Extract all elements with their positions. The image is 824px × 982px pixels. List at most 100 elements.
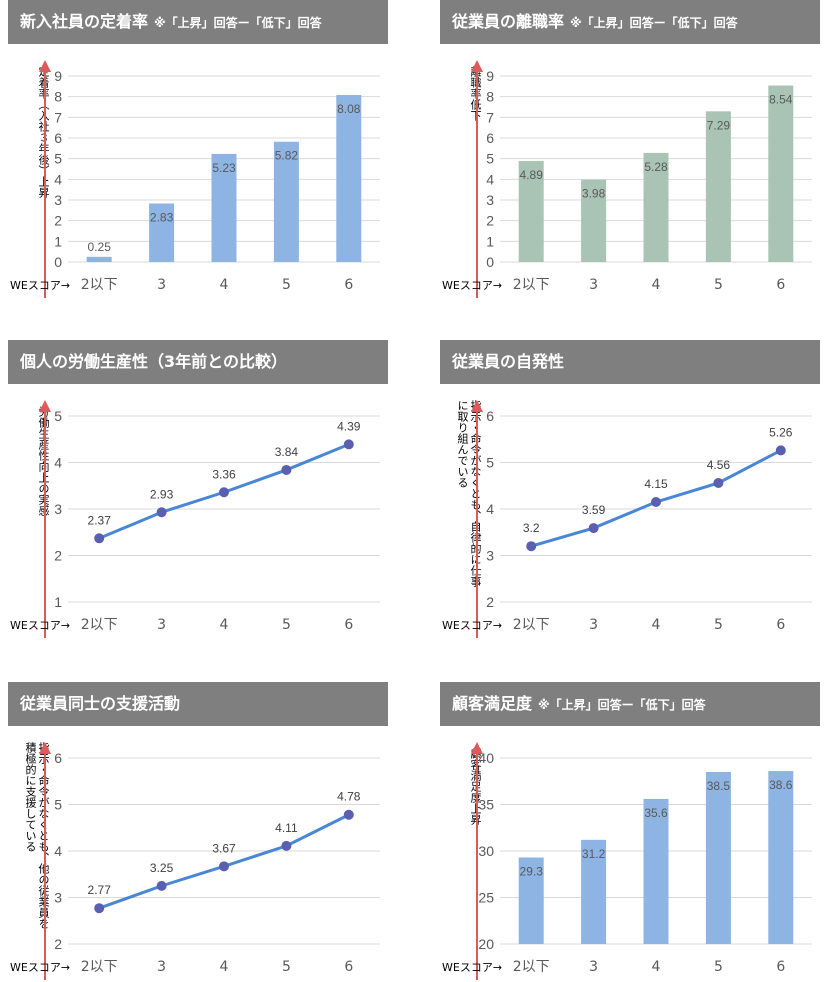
data-label: 3.2 xyxy=(523,521,540,535)
y-tick-label: 2 xyxy=(486,213,494,229)
data-label: 3.25 xyxy=(150,861,174,875)
data-label: 2.77 xyxy=(88,883,112,897)
data-label: 31.2 xyxy=(582,847,606,861)
y-tick-label: 5 xyxy=(54,151,62,167)
data-label: 35.6 xyxy=(644,806,668,820)
chart-header: 従業員の自発性 xyxy=(440,340,820,384)
data-label: 8.08 xyxy=(337,102,361,116)
chart-panel-productivity: 個人の労働生産性（3年前との比較） 労働生産性向上の実感 1 2 3 4 5 WEスコア→… xyxy=(8,340,388,640)
y-tick-label: 5 xyxy=(54,797,62,813)
y-tick-label: 4 xyxy=(54,171,62,187)
data-label: 0.25 xyxy=(88,240,112,254)
x-tick-label: 4 xyxy=(652,277,661,293)
chart-note: ※「上昇」回答ー「低下」回答 xyxy=(154,16,322,30)
bar xyxy=(643,152,669,262)
data-label: 3.84 xyxy=(275,445,299,459)
y-tick-label: 2 xyxy=(486,594,494,610)
data-point xyxy=(775,445,786,456)
x-tick-label: 3 xyxy=(589,617,598,633)
x-tick-label: 6 xyxy=(344,277,353,293)
chart-note: ※「上昇」回答ー「低下」回答 xyxy=(538,698,706,712)
axis-arrow-head xyxy=(471,400,483,412)
y-axis-label: 顧客満足度上昇 xyxy=(469,748,482,825)
x-tick-label: 6 xyxy=(776,959,785,975)
y-tick-label: 6 xyxy=(486,130,494,146)
chart-header: 個人の労働生産性（3年前との比較） xyxy=(8,340,388,384)
data-label: 3.67 xyxy=(212,841,236,855)
data-label: 2.83 xyxy=(150,211,174,225)
axis-arrow-head xyxy=(39,742,51,754)
data-point xyxy=(219,487,229,498)
y-tick-label: 3 xyxy=(54,192,62,208)
bar-chart: 20 25 30 35 40 WEスコア→ 2以下 3 4 5 6 29.3 31.2 35.6 38.5 3… xyxy=(442,742,812,980)
x-tick-label: 2以下 xyxy=(81,277,118,293)
y-tick-label: 2 xyxy=(54,213,62,229)
x-tick-label: 3 xyxy=(157,617,166,633)
y-tick-label: 6 xyxy=(54,750,62,766)
data-point xyxy=(343,809,354,820)
x-tick-label: 3 xyxy=(157,959,166,975)
line-chart: 2 3 4 5 6 WEスコア→ 2以下 3 4 5 6 2.77 3.25 3.67 4.11 4.78 xyxy=(10,742,380,980)
bar xyxy=(518,160,544,262)
x-tick-label: 3 xyxy=(589,959,598,975)
y-tick-label: 8 xyxy=(54,89,62,105)
x-tick-label: 6 xyxy=(344,617,353,633)
data-label: 38.5 xyxy=(707,779,731,793)
x-tick-label: 3 xyxy=(157,277,166,293)
y-tick-label: 3 xyxy=(486,192,494,208)
x-tick-label: 6 xyxy=(776,617,785,633)
x-tick-label: 6 xyxy=(776,277,785,293)
bar-chart: 0 1 2 3 4 5 6 7 8 9 WEスコア→ 2以下 3 4 5 6 0.25 2.83 5.23 5.82 8… xyxy=(10,60,380,298)
y-tick-label: 1 xyxy=(486,233,494,249)
data-label: 5.26 xyxy=(769,425,793,439)
data-point xyxy=(526,541,537,552)
chart-panel-retention: 新入社員の定着率 ※「上昇」回答ー「低下」回答 定着率（入社３年後）上昇 0 1 2 3… xyxy=(8,0,388,300)
data-label: 38.6 xyxy=(769,778,793,792)
chart-panel-autonomy: 従業員の自発性 指示・命令がなくとも、自律的に仕事に取り組んでいる 2 3 4 5 6 W… xyxy=(440,340,820,640)
data-label: 2.37 xyxy=(88,513,112,527)
data-label: 3.59 xyxy=(582,503,606,517)
y-axis-label: 労働生産性向上の実感 xyxy=(37,406,50,516)
x-tick-label: 2以下 xyxy=(81,617,118,633)
x-tick-label: 2以下 xyxy=(513,959,550,975)
y-tick-label: 9 xyxy=(486,68,494,84)
data-point xyxy=(281,464,292,475)
x-tick-label: 2以下 xyxy=(513,277,550,293)
x-axis-prefix: WEスコア→ xyxy=(442,619,502,632)
y-tick-label: 0 xyxy=(486,254,494,270)
bar xyxy=(211,153,237,262)
y-tick-label: 6 xyxy=(54,130,62,146)
chart-title: 従業員の離職率 xyxy=(452,12,565,31)
y-tick-label: 1 xyxy=(54,233,62,249)
x-tick-label: 5 xyxy=(714,959,723,975)
data-label: 3.98 xyxy=(582,187,606,201)
bar xyxy=(273,141,299,262)
data-label: 7.29 xyxy=(707,118,731,132)
bar xyxy=(768,771,794,944)
y-tick-label: 30 xyxy=(478,843,494,859)
bar xyxy=(86,256,112,262)
y-tick-label: 5 xyxy=(54,408,62,424)
y-axis-label: 定着率（入社３年後）上昇 xyxy=(37,66,50,198)
chart-title: 従業員の自発性 xyxy=(452,352,565,371)
y-tick-label: 4 xyxy=(486,501,494,517)
data-point xyxy=(343,439,354,450)
chart-header: 従業員の離職率 ※「上昇」回答ー「低下」回答 xyxy=(440,0,820,44)
bar-chart: 0 1 2 3 4 5 6 7 8 9 WEスコア→ 2以下 3 4 5 6 4.89 3.98 5.28 7.29 8… xyxy=(442,60,812,298)
x-tick-label: 5 xyxy=(714,277,723,293)
data-point xyxy=(651,497,661,508)
chart-title: 顧客満足度 xyxy=(452,694,533,713)
y-tick-label: 20 xyxy=(478,936,494,952)
y-tick-label: 1 xyxy=(54,594,62,610)
data-point xyxy=(94,903,105,914)
bar xyxy=(149,203,175,262)
data-label: 4.56 xyxy=(707,458,731,472)
y-tick-label: 7 xyxy=(486,109,494,125)
chart-title: 新入社員の定着率 xyxy=(20,12,149,31)
y-tick-label: 2 xyxy=(54,936,62,952)
y-tick-label: 35 xyxy=(478,797,494,813)
x-axis-prefix: WEスコア→ xyxy=(10,961,70,974)
data-point xyxy=(713,477,724,488)
y-tick-label: 9 xyxy=(54,68,62,84)
y-tick-label: 4 xyxy=(54,843,62,859)
